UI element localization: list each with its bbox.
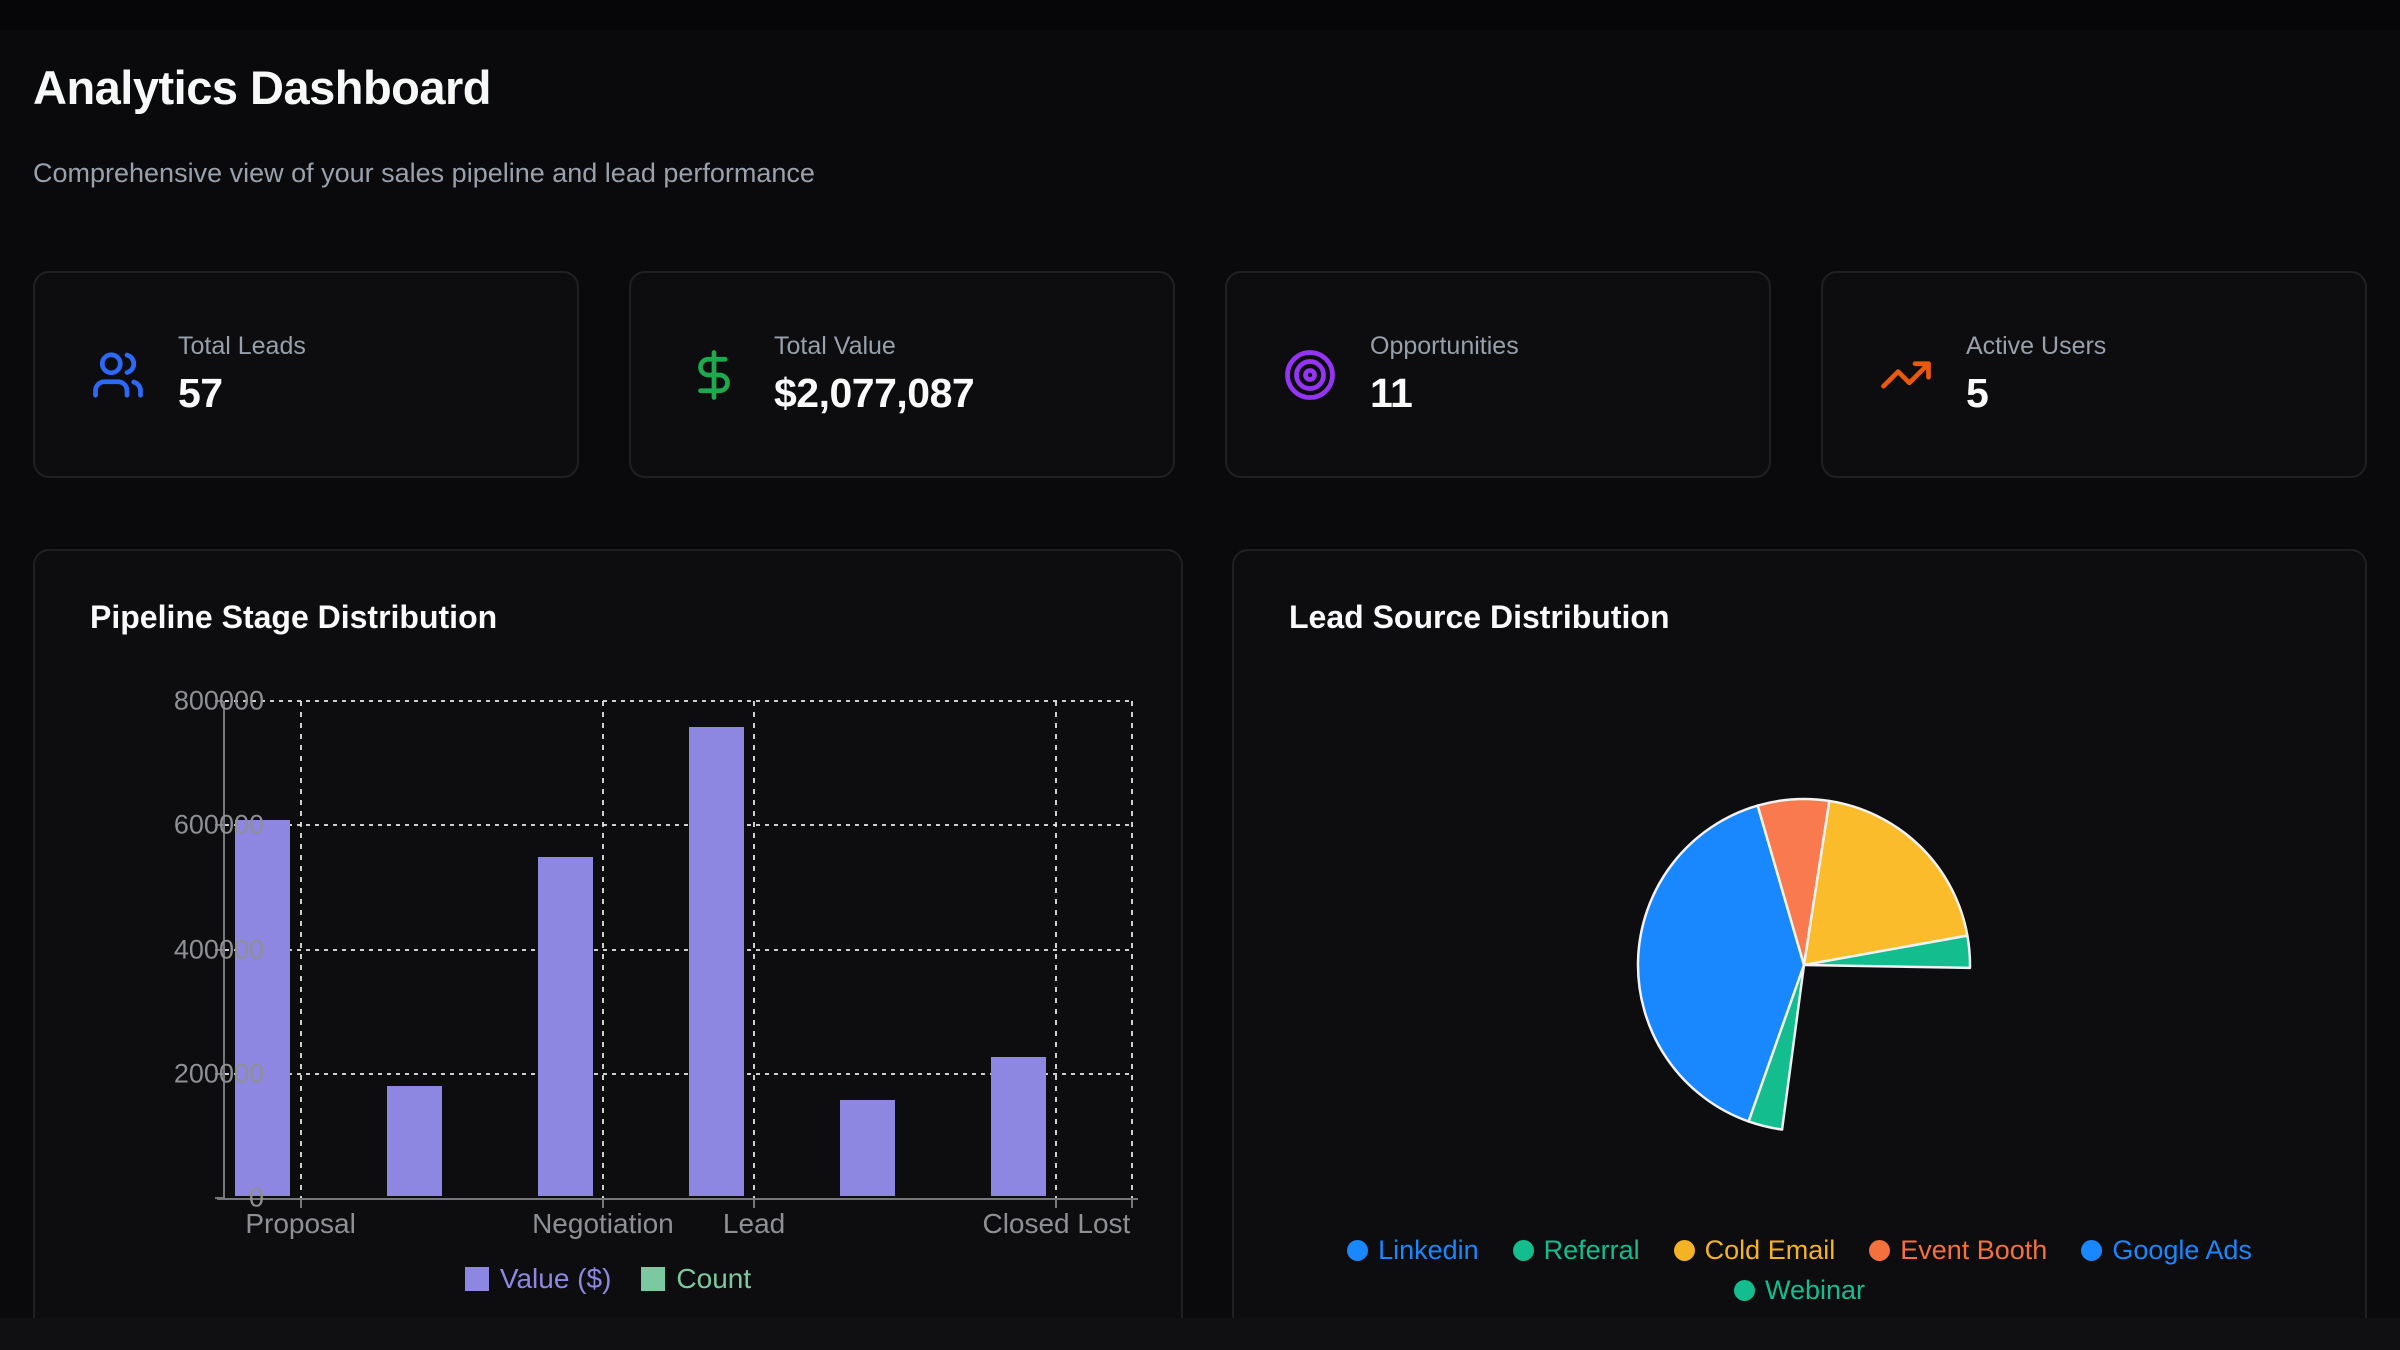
x-tick-mark [753,1200,756,1208]
stat-value: $2,077,087 [774,370,975,416]
x-tick-label: Closed Lost [982,1208,1131,1239]
gridline-horizontal [225,700,1132,702]
bottom-strip [0,1318,2400,1350]
legend-item-count[interactable]: Count [641,1263,751,1295]
pie-legend-item-cold-email[interactable]: Cold Email [1673,1235,1836,1266]
y-tick-mark [215,1197,223,1199]
users-icon [91,348,145,402]
top-strip [0,0,2400,30]
page-subtitle: Comprehensive view of your sales pipelin… [33,158,815,188]
bar-category-2[interactable] [386,1086,442,1196]
x-tick-mark [601,1200,604,1208]
pie-legend-item-google-ads[interactable]: Google Ads [2081,1235,2252,1266]
stat-label: Active Users [1966,332,2107,360]
pie-chart[interactable] [1614,775,1994,1155]
y-tick-mark [215,824,223,827]
legend-dot [1347,1240,1369,1261]
gridline-vertical [601,701,604,1198]
dollar-sign-icon [687,348,741,402]
bar-legend: Value ($) Count [35,1263,1181,1295]
stat-text: Total Leads 57 [178,332,306,417]
stats-row: Total Leads 57 Total Value $2,077,087 [33,271,2367,478]
pie-legend-item-linkedin[interactable]: Linkedin [1347,1235,1479,1266]
stat-text: Opportunities 11 [1370,332,1519,417]
legend-dot [1673,1240,1695,1261]
x-tick-mark [299,1200,302,1208]
x-tick-mark [1131,1200,1133,1208]
stat-card-total-value: Total Value $2,077,087 [629,271,1175,478]
pie-slice[interactable] [1747,963,1806,1131]
stat-card-active-users: Active Users 5 [1821,271,2367,478]
x-tick-label: Lead [722,1208,786,1239]
legend-label: Google Ads [2112,1235,2252,1265]
stat-label: Total Leads [178,332,306,360]
trending-up-icon [1879,348,1933,402]
pie-slice[interactable] [1802,799,1969,967]
count-swatch [641,1267,666,1291]
legend-label: Linkedin [1378,1235,1479,1265]
bar-Lead[interactable] [688,726,744,1196]
gridline-vertical [753,701,756,1198]
gridline-vertical [299,701,302,1198]
legend-label: Webinar [1764,1275,1866,1305]
gridline-vertical [1131,701,1133,1198]
bar-Closed Lost[interactable] [991,1056,1047,1196]
pie-legend-item-event-booth[interactable]: Event Booth [1869,1235,2047,1266]
y-tick-label: 400000 [173,934,264,964]
pie-legend-item-webinar[interactable]: Webinar [1733,1275,1866,1306]
legend-label: Value ($) [499,1263,612,1294]
legend-dot [1512,1240,1534,1261]
legend-dot [2081,1240,2103,1261]
stat-text: Active Users 5 [1966,332,2106,417]
stat-value: 5 [1966,370,1989,416]
x-tick-mark [1055,1200,1058,1208]
y-tick-label: 800000 [173,685,264,716]
y-axis [223,701,225,1200]
gridline-horizontal [225,824,1132,827]
legend-dot [1869,1240,1891,1261]
pie-slice[interactable] [1802,934,1972,970]
bar-chart-plot[interactable] [215,700,1138,1208]
legend-label: Cold Email [1704,1235,1836,1265]
legend-label: Referral [1543,1235,1640,1265]
page-title: Analytics Dashboard [33,61,492,114]
value-swatch [464,1267,489,1291]
y-tick-mark [215,1072,223,1075]
stat-text: Total Value $2,077,087 [774,332,975,417]
gridline-horizontal [225,948,1132,951]
target-icon [1283,348,1337,402]
lead-source-card: Lead Source Distribution Linkedin Referra… [1232,549,2367,1339]
stat-card-opportunities: Opportunities 11 [1225,271,1771,478]
pie-chart-title: Lead Source Distribution [1289,599,1670,635]
x-tick-label: Negotiation [532,1208,674,1239]
pie-slice[interactable] [1636,804,1806,1123]
stat-label: Opportunities [1370,332,1519,360]
bar-Proposal[interactable] [235,820,291,1196]
legend-label: Count [676,1263,752,1294]
bar-chart-title: Pipeline Stage Distribution [90,599,498,635]
y-tick-label: 600000 [173,809,264,840]
y-tick-label: 200000 [173,1058,264,1089]
pie-legend: Linkedin Referral Cold Email Event Booth Goo… [1300,1235,2300,1306]
stat-value: 11 [1370,370,1413,416]
legend-dot [1733,1280,1755,1301]
bar-Negotiation[interactable] [537,857,593,1196]
bar-category-5[interactable] [840,1099,896,1196]
gridline-vertical [1055,701,1058,1198]
x-tick-label: Proposal [245,1208,356,1239]
stat-value: 57 [178,370,223,416]
pie-legend-item-referral[interactable]: Referral [1512,1235,1640,1266]
pipeline-stage-card: Pipeline Stage Distribution 800000 600000… [33,549,1183,1339]
y-tick-label: 0 [248,1182,264,1213]
legend-label: Event Booth [1900,1235,2048,1265]
y-tick-mark [215,700,223,702]
stat-card-total-leads: Total Leads 57 [33,271,579,478]
y-tick-mark [215,948,223,951]
gridline-horizontal [225,1072,1132,1075]
x-axis [217,1198,1138,1200]
legend-item-value[interactable]: Value ($) [464,1263,612,1295]
stat-label: Total Value [774,332,896,360]
